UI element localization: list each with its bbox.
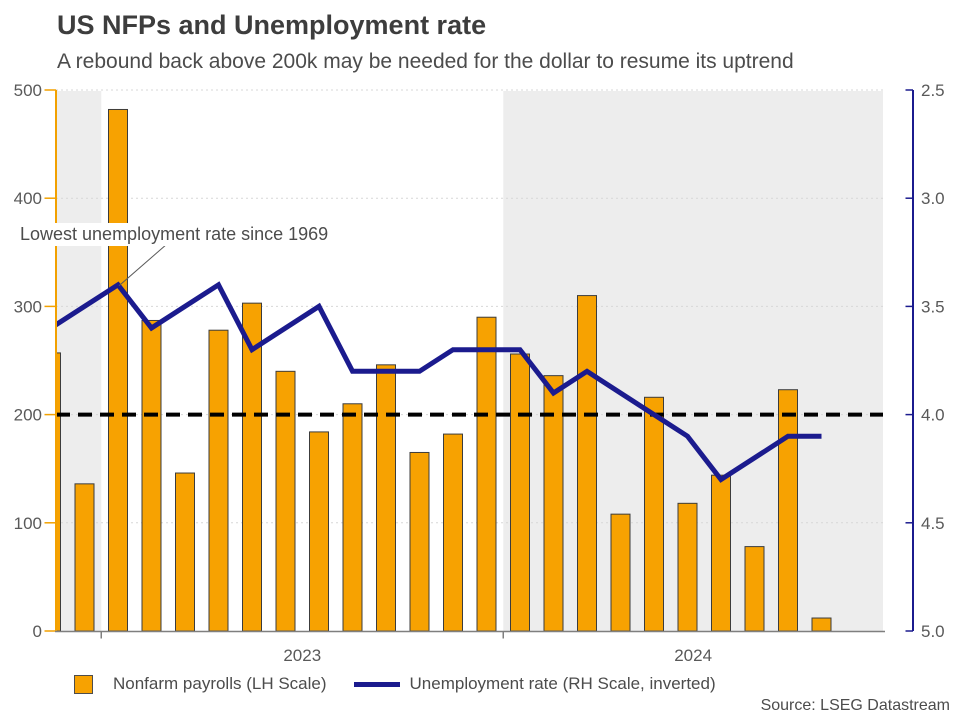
right-axis-tick-label: 4.0 [921,406,945,425]
nfp-bar-jun-2024 [677,502,698,632]
nfp-bar-jan-2023 [108,108,128,632]
nfp-bar-jul-2024 [711,474,731,632]
source-credit: Source: LSEG Datastream [760,697,950,714]
nfp-bar-jan-2024 [510,353,530,632]
legend-line-swatch-icon [353,681,400,687]
nfp-bars [56,108,832,632]
x-axis-year-label: 2023 [283,646,321,665]
right-axis-tick-label: 5.0 [921,622,945,641]
nfp-bar-dec-2022 [74,483,95,632]
left-axis-tick-label: 400 [14,189,42,208]
nfp-bar-nov-2022 [56,352,61,632]
nfp-bar-jun-2023 [275,370,296,632]
nfp-bar-apr-2023 [208,329,229,632]
right-axis-tick-label: 2.5 [921,81,945,100]
nfp-bar-aug-2023 [342,403,363,632]
nfp-bar-oct-2024 [811,617,832,632]
legend: Nonfarm payrolls (LH Scale) Unemployment… [74,671,716,697]
right-axis-tick-label: 3.0 [921,189,945,208]
chart-subtitle: A rebound back above 200k may be needed … [57,50,794,73]
nfp-bar-aug-2024 [744,546,765,632]
nfp-bar-mar-2024 [577,295,597,632]
annotation-label: Lowest unemployment rate since 1969 [16,223,333,246]
left-axis-tick-label: 200 [14,406,42,425]
x-axis-year-label: 2024 [674,646,712,665]
nfp-bar-dec-2023 [476,316,497,632]
annotation-leader-line [118,243,168,287]
nfp-bar-jul-2023 [309,431,329,632]
nfp-bar-nov-2023 [443,433,463,632]
nfp-bar-mar-2023 [175,472,195,632]
nfp-bar-may-2024 [644,396,664,632]
left-axis-tick-label: 100 [14,514,42,533]
nfp-bar-oct-2023 [409,451,430,632]
legend-bar-label: Nonfarm payrolls (LH Scale) [113,674,327,693]
right-axis-tick-label: 4.5 [921,514,945,533]
unemployment-line [56,281,822,483]
left-axis-tick-label: 500 [14,81,42,100]
nfp-bar-sep-2024 [778,389,798,632]
right-axis-tick-label: 3.5 [921,297,945,316]
chart-title: US NFPs and Unemployment rate [57,10,487,40]
legend-line-label: Unemployment rate (RH Scale, inverted) [409,674,716,693]
nfp-bar-feb-2023 [141,319,162,632]
left-axis-tick-label: 0 [33,622,42,641]
nfp-bar-sep-2023 [376,364,396,632]
left-axis-tick-label: 300 [14,297,42,316]
nfp-bar-apr-2024 [610,513,631,632]
legend-bar-swatch-icon [74,674,93,694]
